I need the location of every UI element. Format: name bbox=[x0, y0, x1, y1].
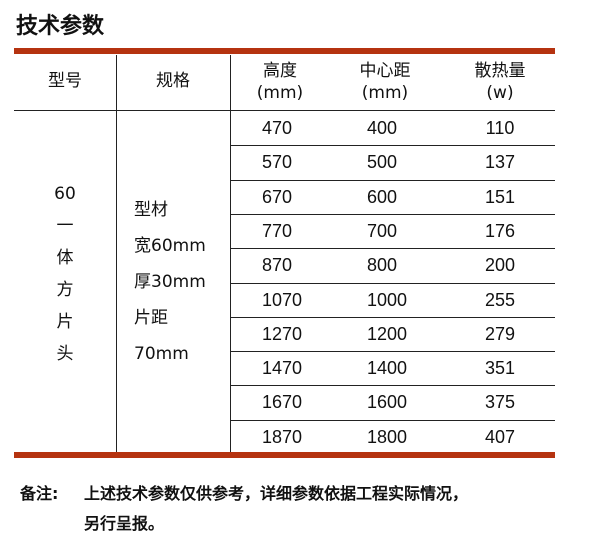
note-label: 备注: bbox=[20, 484, 59, 503]
center-distance-cell: 1200 bbox=[367, 323, 408, 344]
row-divider bbox=[230, 145, 555, 147]
row-divider bbox=[230, 213, 555, 215]
height-cell: 1470 bbox=[262, 358, 303, 379]
heat-output-cell: 176 bbox=[484, 220, 516, 241]
center-distance-cell: 500 bbox=[367, 152, 398, 173]
heat-output-cell: 137 bbox=[484, 152, 516, 173]
heat-output-cell: 351 bbox=[484, 358, 516, 379]
header-center-unit: (mm) bbox=[361, 83, 409, 103]
height-cell: 770 bbox=[262, 220, 293, 241]
model-line: 体 bbox=[56, 248, 74, 268]
row-divider bbox=[230, 419, 555, 421]
height-cell: 870 bbox=[262, 255, 293, 276]
page-title: 技术参数 bbox=[16, 14, 105, 39]
heat-output-cell: 279 bbox=[484, 323, 516, 344]
table-bottom-border bbox=[14, 452, 555, 458]
center-distance-cell: 1800 bbox=[367, 426, 408, 447]
row-divider bbox=[230, 385, 555, 387]
heat-output-cell: 110 bbox=[485, 118, 515, 138]
height-cell: 1070 bbox=[262, 289, 303, 310]
height-cell: 570 bbox=[262, 152, 293, 173]
height-cell: 1670 bbox=[262, 392, 303, 413]
model-cell: 60 一 体 方 片 头 bbox=[14, 178, 116, 370]
heat-output-cell: 151 bbox=[484, 186, 516, 207]
center-distance-cell: 700 bbox=[367, 220, 398, 241]
header-center-label: 中心距 bbox=[359, 61, 411, 81]
header-height: 高度 (mm) bbox=[240, 60, 320, 104]
row-divider bbox=[230, 351, 555, 353]
heat-output-cell: 407 bbox=[484, 426, 516, 447]
row-divider bbox=[230, 248, 555, 250]
column-divider bbox=[230, 55, 231, 452]
center-distance-cell: 800 bbox=[367, 255, 398, 276]
spec-line: 片距 bbox=[134, 308, 168, 328]
row-divider bbox=[230, 316, 555, 318]
header-heat-unit: (w) bbox=[486, 83, 514, 103]
model-line: 一 bbox=[56, 216, 74, 236]
heat-output-cell: 255 bbox=[484, 289, 516, 310]
note-line-1: 上述技术参数仅供参考，详细参数依据工程实际情况， bbox=[84, 484, 469, 503]
header-heat-label: 散热量 bbox=[474, 61, 526, 81]
spec-line: 宽60mm bbox=[134, 236, 206, 256]
center-distance-cell: 600 bbox=[367, 186, 398, 207]
header-center: 中心距 (mm) bbox=[345, 60, 425, 104]
model-line: 片 bbox=[56, 312, 74, 332]
header-model: 型号 bbox=[48, 71, 82, 91]
height-cell: 470 bbox=[262, 118, 293, 138]
row-divider bbox=[230, 282, 555, 284]
heat-output-cell: 375 bbox=[484, 392, 516, 413]
header-divider bbox=[14, 110, 555, 111]
note-line-2: 另行呈报。 bbox=[84, 514, 165, 533]
column-divider bbox=[116, 55, 117, 452]
model-line: 60 bbox=[54, 184, 76, 204]
center-distance-cell: 400 bbox=[367, 118, 398, 138]
header-spec: 规格 bbox=[156, 71, 190, 91]
spec-line: 70mm bbox=[134, 344, 189, 364]
center-distance-cell: 1000 bbox=[367, 289, 408, 310]
height-cell: 1870 bbox=[262, 426, 303, 447]
spec-line: 厚30mm bbox=[134, 272, 206, 292]
height-cell: 670 bbox=[262, 186, 293, 207]
height-cell: 1270 bbox=[262, 323, 303, 344]
header-height-label: 高度 bbox=[263, 61, 297, 81]
center-distance-cell: 1400 bbox=[367, 358, 408, 379]
heat-output-cell: 200 bbox=[484, 255, 516, 276]
header-heat: 散热量 (w) bbox=[460, 60, 540, 104]
spec-cell: 型材 宽60mm 厚30mm 片距 70mm bbox=[134, 192, 206, 372]
model-line: 方 bbox=[56, 280, 74, 300]
spec-line: 型材 bbox=[134, 200, 168, 220]
model-line: 头 bbox=[56, 344, 74, 364]
center-distance-cell: 1600 bbox=[367, 392, 408, 413]
table-top-border bbox=[14, 48, 555, 54]
header-height-unit: (mm) bbox=[256, 83, 304, 103]
row-divider bbox=[230, 179, 555, 181]
